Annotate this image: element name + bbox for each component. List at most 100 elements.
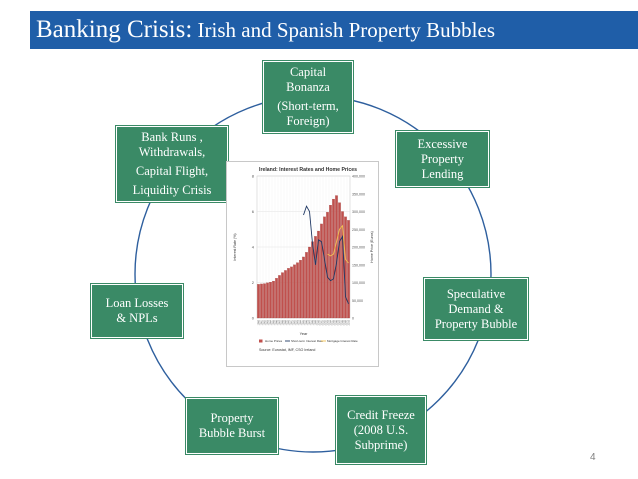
node-text-line: Excessive xyxy=(417,136,468,151)
y-left-axis-label: Interest Rate (%) xyxy=(233,233,237,260)
node-text-line: Bonanza xyxy=(286,80,330,94)
node-text-line: Property xyxy=(210,411,254,425)
legend-entry: Short-term Interest Rate xyxy=(291,339,324,343)
home-price-bar xyxy=(308,246,311,319)
node-bubble-burst: Property Bubble Burst xyxy=(186,398,278,454)
node-text-line: Property xyxy=(420,151,465,166)
x-tick-label: 1990 xyxy=(287,319,290,325)
ireland-chart-panel: Ireland: Interest Rates and Home Prices 0… xyxy=(226,161,379,367)
node-bank-runs: Bank Runs , Withdrawals, Capital Flight, Li… xyxy=(116,126,228,202)
ireland-interest-home-price-chart: Ireland: Interest Rates and Home Prices 0… xyxy=(233,167,374,352)
home-price-bar xyxy=(284,270,287,319)
home-price-bar xyxy=(314,236,317,319)
x-tick-label: 2010 xyxy=(347,319,350,325)
home-price-bar xyxy=(299,260,302,319)
mortgage-rate-line xyxy=(327,224,349,264)
legend-swatch xyxy=(259,339,263,343)
legend-entry: Mortgage Interest Rate xyxy=(327,339,358,343)
node-text-line: Withdrawals, xyxy=(138,145,206,159)
x-tick-label: 1987 xyxy=(278,319,281,325)
y-right-tick-label: 250,000 xyxy=(352,228,365,232)
home-price-bar xyxy=(332,198,335,319)
y-left-tick-label: 2 xyxy=(252,280,255,285)
x-tick-label: 1986 xyxy=(275,319,278,325)
home-price-bar xyxy=(302,256,305,319)
node-text-line: & NPLs xyxy=(116,311,158,325)
page-number: 4 xyxy=(590,452,596,463)
x-tick-label: 1989 xyxy=(284,319,287,325)
node-text-line: Credit Freeze xyxy=(347,407,415,422)
home-price-bar xyxy=(320,223,323,319)
home-price-bar xyxy=(275,278,278,319)
home-price-bar xyxy=(329,205,332,319)
x-tick-label: 2007 xyxy=(338,319,341,325)
x-tick-label: 1999 xyxy=(314,319,317,325)
node-text-line: Loan Losses xyxy=(105,296,169,310)
y-right-tick-label: 350,000 xyxy=(352,192,365,196)
node-capital-bonanza: Capital Bonanza (Short-term, Foreign) xyxy=(263,61,353,133)
node-excessive-lending: Excessive Property Lending xyxy=(396,131,489,187)
home-price-bar xyxy=(257,284,260,319)
home-price-bar xyxy=(317,230,320,319)
node-text-line: Liquidity Crisis xyxy=(132,183,212,197)
home-price-bar xyxy=(260,283,263,319)
home-price-bar xyxy=(269,282,272,319)
x-tick-label: 2006 xyxy=(335,319,338,325)
x-tick-label: 2001 xyxy=(320,319,323,325)
y-left-tick-label: 4 xyxy=(252,245,255,250)
x-tick-label: 1995 xyxy=(302,319,305,325)
short-term-rate-line xyxy=(303,205,349,304)
home-price-bar xyxy=(263,283,266,319)
legend-entry: Home Prices xyxy=(265,339,283,343)
home-price-bar xyxy=(290,266,293,319)
chart-title: Ireland: Interest Rates and Home Prices xyxy=(259,167,357,173)
slide-title-main: Banking Crisis: xyxy=(36,16,193,43)
home-price-bar xyxy=(266,282,269,319)
x-tick-label: 1991 xyxy=(290,319,293,325)
y-right-axis-label: Home Price (Euros) xyxy=(370,231,374,263)
node-text-line: Bank Runs , xyxy=(141,130,203,144)
y-right-tick-label: 200,000 xyxy=(352,246,365,250)
node-credit-freeze: Credit Freeze (2008 U.S. Subprime) xyxy=(336,396,426,464)
x-tick-label: 1982 xyxy=(263,319,266,325)
node-text-line: Foreign) xyxy=(286,114,330,128)
y-right-tick-label: 400,000 xyxy=(352,175,365,179)
y-right-tick-label: 50,000 xyxy=(352,299,363,303)
node-text-line: Bubble Burst xyxy=(198,426,266,440)
slide-title: Banking Crisis: Irish and Spanish Proper… xyxy=(30,11,638,49)
node-text-line: (Short-term, xyxy=(277,99,339,113)
y-right-tick-label: 300,000 xyxy=(352,210,365,214)
home-price-bar xyxy=(323,216,326,319)
y-right-tick-label: 100,000 xyxy=(352,281,365,285)
x-tick-label: 1992 xyxy=(293,319,296,325)
node-text-line: Subprime) xyxy=(354,437,408,452)
home-price-bar xyxy=(311,241,314,319)
x-tick-label: 1981 xyxy=(260,319,263,325)
x-tick-label: 2003 xyxy=(326,319,329,325)
y-left-tick-label: 6 xyxy=(252,209,255,214)
x-tick-label: 2002 xyxy=(323,319,326,325)
home-price-bar xyxy=(305,252,308,319)
node-text-line: Demand & xyxy=(448,301,504,316)
x-tick-label: 1997 xyxy=(308,319,311,325)
home-price-bar xyxy=(272,280,275,319)
home-price-bar xyxy=(347,220,350,319)
node-text-line: (2008 U.S. xyxy=(353,422,409,437)
home-price-bar xyxy=(293,264,296,319)
x-tick-label: 1985 xyxy=(272,319,275,325)
home-price-bar xyxy=(338,202,341,319)
home-price-bar xyxy=(281,272,284,319)
x-tick-label: 1988 xyxy=(281,319,284,325)
x-tick-label: 2009 xyxy=(344,319,347,325)
node-text-line: Property Bubble xyxy=(434,316,518,331)
x-tick-label: 1998 xyxy=(311,319,314,325)
node-text-line: Capital xyxy=(289,65,327,79)
node-text-line: Speculative xyxy=(446,286,506,301)
x-tick-label: 1993 xyxy=(296,319,299,325)
y-right-tick-label: 0 xyxy=(352,317,354,321)
chart-source: Source: Eurostat, IMF, CSO Ireland xyxy=(259,348,315,352)
home-price-bar xyxy=(278,275,281,319)
home-price-bar xyxy=(344,216,347,319)
x-tick-label: 2008 xyxy=(341,319,344,325)
home-price-bar xyxy=(296,262,299,319)
